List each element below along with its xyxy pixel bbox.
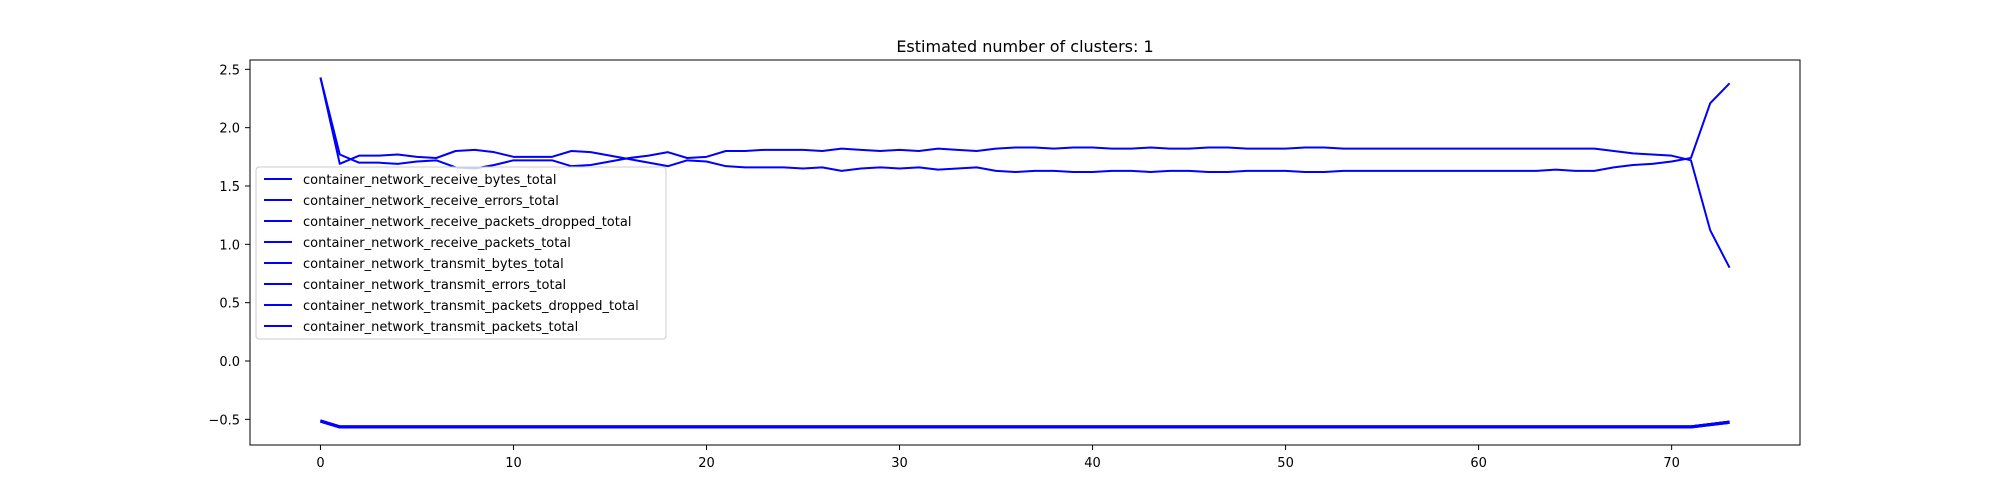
y-tick-label: 0.5 <box>219 297 240 312</box>
legend-label: container_network_receive_packets_total <box>303 236 571 251</box>
y-tick-label: 2.0 <box>219 122 240 137</box>
legend-label: container_network_receive_packets_droppe… <box>303 215 631 230</box>
x-tick-label: 30 <box>891 456 908 471</box>
y-tick-label: 1.0 <box>219 238 240 253</box>
legend-label: container_network_transmit_errors_total <box>303 278 566 293</box>
y-tick-label: 2.5 <box>219 63 240 78</box>
legend-label: container_network_receive_errors_total <box>303 194 559 209</box>
legend-label: container_network_transmit_packets_total <box>303 320 578 335</box>
legend-box <box>255 166 667 340</box>
series-line-1 <box>319 77 1731 269</box>
y-tick-label: 0.0 <box>219 355 240 370</box>
series-line-4 <box>319 77 1731 173</box>
legend-items: container_network_receive_bytes_totalcon… <box>264 173 639 335</box>
legend: container_network_receive_bytes_totalcon… <box>255 166 667 340</box>
y-tick-label: 1.5 <box>219 180 240 195</box>
y-axis: −0.5 0.0 0.5 1.0 1.5 2.0 2.5 <box>208 63 250 428</box>
x-tick-label: 20 <box>698 456 715 471</box>
x-tick-label: 60 <box>1470 456 1487 471</box>
x-axis: 0 10 20 30 40 50 60 70 <box>316 445 1680 471</box>
legend-label: container_network_receive_bytes_total <box>303 173 556 188</box>
series-layer <box>319 77 1731 429</box>
series-line-7 <box>320 419 1730 428</box>
x-tick-label: 0 <box>316 456 324 471</box>
x-tick-label: 50 <box>1277 456 1294 471</box>
chart-title: Estimated number of clusters: 1 <box>896 37 1153 56</box>
x-tick-label: 10 <box>505 456 522 471</box>
series-line-8 <box>320 420 1730 429</box>
legend-label: container_network_transmit_packets_dropp… <box>303 299 639 314</box>
y-tick-label: −0.5 <box>208 413 240 428</box>
x-tick-label: 40 <box>1084 456 1101 471</box>
legend-label: container_network_transmit_bytes_total <box>303 257 564 272</box>
x-tick-label: 70 <box>1663 456 1680 471</box>
axes-frame <box>249 59 1801 446</box>
